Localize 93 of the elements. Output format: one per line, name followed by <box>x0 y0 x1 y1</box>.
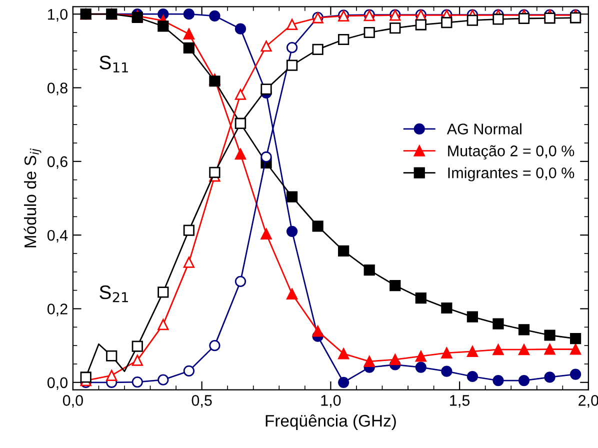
point <box>312 44 324 55</box>
point <box>544 344 556 355</box>
point <box>260 228 272 240</box>
point <box>234 88 246 100</box>
point <box>390 22 401 34</box>
point <box>312 326 324 337</box>
point <box>492 344 504 356</box>
y-tick-label: 0,8 <box>47 82 68 96</box>
point <box>132 354 143 366</box>
point <box>260 151 272 163</box>
point <box>209 10 220 22</box>
point <box>286 18 298 30</box>
point <box>570 333 582 344</box>
point <box>260 40 272 52</box>
point <box>234 148 246 160</box>
point <box>338 245 350 256</box>
point <box>364 264 375 276</box>
point <box>570 344 582 355</box>
point <box>390 354 401 366</box>
point <box>183 256 194 268</box>
point <box>106 370 118 381</box>
point <box>364 26 375 38</box>
y-tick-label: 1,0 <box>48 8 68 22</box>
point <box>183 365 194 377</box>
point <box>390 280 401 292</box>
point <box>158 374 169 386</box>
point <box>286 42 298 54</box>
point <box>158 20 169 32</box>
point <box>286 191 298 202</box>
point <box>518 12 530 24</box>
x-axis-title: Freqüência (GHz) <box>266 414 396 430</box>
point <box>183 28 194 40</box>
point <box>286 288 298 300</box>
point <box>132 340 143 352</box>
point <box>286 60 298 71</box>
x-tick-label: 0,0 <box>62 395 83 408</box>
point <box>260 84 272 95</box>
point <box>570 12 582 24</box>
point <box>234 23 246 34</box>
x-tick-label: 1,0 <box>321 395 341 408</box>
y-tick-label: 0,0 <box>47 377 68 390</box>
y-tick-label: 0,2 <box>47 304 68 316</box>
point <box>183 8 194 20</box>
point <box>441 366 452 377</box>
point <box>415 19 426 30</box>
point <box>466 346 478 358</box>
point <box>286 226 298 237</box>
point <box>80 372 92 383</box>
point <box>544 330 556 341</box>
x-tick-label: 2,0 <box>578 395 598 408</box>
point <box>183 42 194 54</box>
point <box>158 319 169 330</box>
point <box>492 318 504 330</box>
point <box>466 370 478 382</box>
point <box>441 17 452 28</box>
point <box>158 286 169 298</box>
point <box>544 12 556 24</box>
point <box>132 376 143 388</box>
point <box>544 372 556 383</box>
point <box>338 34 350 46</box>
legend-label: AG Normal <box>446 123 522 134</box>
point <box>466 311 478 322</box>
point <box>518 374 530 386</box>
legend-label: Imigrantes = 0,0 % <box>448 167 574 182</box>
y-tick-label: 0,6 <box>47 156 68 169</box>
point <box>364 356 375 367</box>
annotation: S$_{11}$ <box>100 56 128 72</box>
y-axis-title: Módulo de S$_{ij}$ <box>24 148 42 248</box>
point <box>492 374 504 386</box>
point <box>441 347 452 358</box>
annotation: S$_{21}$ <box>100 285 128 302</box>
point <box>183 224 194 236</box>
point <box>441 302 452 314</box>
x-tick-label: 0,5 <box>192 395 212 408</box>
point <box>209 340 220 352</box>
point <box>312 220 324 232</box>
point <box>106 350 118 362</box>
point <box>338 348 350 360</box>
point <box>570 368 582 380</box>
point <box>492 14 504 25</box>
y-tick-label: 0,4 <box>47 230 68 243</box>
point <box>518 344 530 356</box>
point <box>415 350 426 362</box>
point <box>209 76 220 87</box>
point <box>466 14 478 26</box>
point <box>209 166 220 178</box>
point <box>415 292 426 304</box>
point <box>338 376 350 388</box>
point <box>234 276 246 288</box>
point <box>415 362 426 373</box>
x-tick-label: 1,5 <box>450 395 470 408</box>
legend-label: Mutação 2 = 0,0 % <box>448 145 574 160</box>
point <box>518 324 530 336</box>
